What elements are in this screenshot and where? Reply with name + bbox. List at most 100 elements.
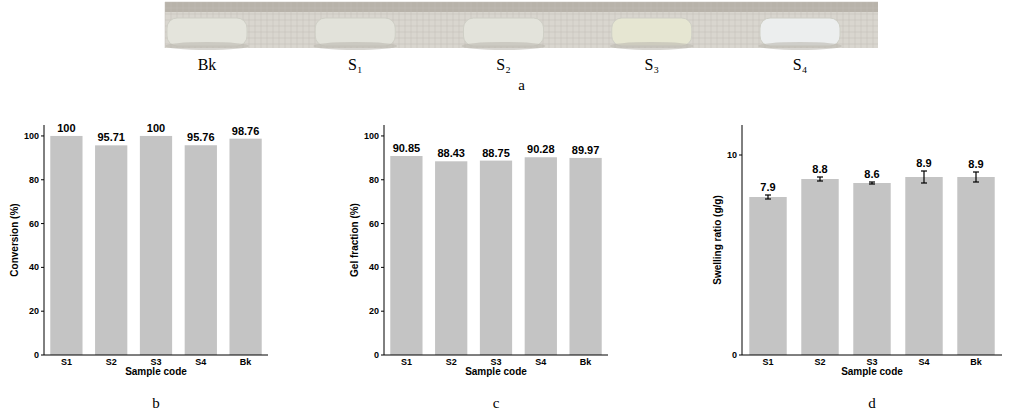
data-label: 88.43	[437, 147, 465, 159]
bar-chart: 7.98.88.68.98.9010S1S2S3S4BkSample codeS…	[712, 125, 1002, 411]
photo-grid	[165, 2, 878, 3]
photo-grid	[561, 2, 562, 48]
y-tick	[41, 135, 44, 136]
sample-label: Bk	[198, 56, 217, 73]
photo-grid	[405, 2, 406, 48]
x-tick-label: S1	[762, 357, 773, 367]
bar	[569, 158, 601, 355]
x-axis-title: Sample code	[125, 366, 187, 377]
bar	[229, 139, 261, 355]
photo-grid	[573, 2, 574, 48]
photo-grid	[693, 2, 694, 48]
photo-grid	[285, 2, 286, 48]
x-axis	[44, 355, 268, 356]
photo-grid	[741, 2, 742, 48]
sample-shadow	[313, 42, 397, 50]
error-bar-cap	[765, 194, 771, 195]
x-tick-label: Bk	[240, 357, 252, 367]
y-tick	[739, 155, 742, 156]
bar	[957, 177, 994, 355]
bar	[390, 156, 422, 355]
error-bar-line	[975, 172, 976, 182]
y-tick-label: 20	[29, 306, 39, 316]
photo-grid	[249, 2, 250, 48]
photo-grid	[759, 2, 760, 48]
y-axis-title: Conversion (%)	[9, 203, 20, 276]
photo-grid	[291, 2, 292, 48]
marks	[390, 156, 601, 355]
data-label: 8.9	[916, 157, 931, 169]
photo-grid	[309, 2, 310, 48]
bar	[801, 179, 838, 355]
bar	[95, 145, 127, 355]
photo-grid	[279, 2, 280, 48]
sample-label: S₁	[348, 56, 362, 73]
sample-shadow	[462, 42, 546, 50]
x-axis-title: Sample code	[841, 366, 903, 377]
panel-label: d	[868, 395, 876, 411]
data-label: 90.28	[527, 143, 555, 155]
sample-label: S₄	[793, 56, 808, 73]
y-tick	[41, 179, 44, 180]
sample-label: S₃	[645, 56, 659, 73]
photo-grid	[567, 2, 568, 48]
marks	[749, 171, 994, 355]
photo-grid	[711, 2, 712, 48]
y-tick-label: 80	[29, 175, 39, 185]
error-bar	[869, 182, 875, 184]
bar	[435, 161, 467, 355]
photo-grid	[855, 2, 856, 48]
photo-grid	[705, 2, 706, 48]
sample-shadow	[758, 42, 842, 50]
y-tick	[41, 223, 44, 224]
photo-grid	[729, 2, 730, 48]
panel-label: a	[518, 77, 525, 93]
x-tick-label: S4	[918, 357, 929, 367]
photo-grid	[423, 2, 424, 48]
photo-grid	[699, 2, 700, 48]
photo-grid	[861, 2, 862, 48]
error-bar-cap	[869, 183, 875, 184]
data-label: 100	[147, 122, 165, 134]
error-bar-cap	[973, 181, 979, 182]
y-axis-title: Swelling ratio (g/g)	[712, 195, 723, 284]
photo-background	[165, 2, 878, 48]
x-tick-label: S1	[401, 357, 412, 367]
y-axis-title: Gel fraction (%)	[349, 203, 360, 277]
figure: BkS₁S₂S₃S₄a10095.7110095.7698.7602040608…	[0, 0, 1033, 419]
photo-grid	[399, 2, 400, 48]
error-bar	[817, 177, 823, 181]
data-label: 7.9	[760, 181, 775, 193]
bar	[905, 177, 942, 355]
photo-grid	[549, 2, 550, 48]
data-label: 95.76	[187, 131, 215, 143]
data-label: 95.71	[97, 131, 125, 143]
data-label: 100	[57, 122, 75, 134]
y-tick	[41, 311, 44, 312]
error-bar	[921, 171, 927, 183]
data-label: 90.85	[393, 142, 421, 154]
y-tick	[381, 179, 384, 180]
photo-grid	[273, 2, 274, 48]
y-tick-label: 100	[24, 131, 39, 141]
panel-label: c	[493, 395, 500, 411]
y-tick-label: 60	[369, 219, 379, 229]
panel-label: b	[152, 395, 160, 411]
marks	[50, 136, 261, 355]
photo	[165, 2, 878, 50]
photo-grid	[303, 2, 304, 48]
photo-grid	[165, 2, 166, 48]
bar	[140, 136, 172, 355]
photo-grid	[579, 2, 580, 48]
data-label: 88.75	[482, 147, 510, 159]
photo-grid	[429, 2, 430, 48]
data-label: 8.8	[812, 163, 827, 175]
photo-grid	[597, 2, 598, 48]
photo-grid	[459, 2, 460, 48]
y-tick	[739, 355, 742, 356]
bar	[525, 157, 557, 355]
photo-grid	[417, 2, 418, 48]
photo-grid	[747, 2, 748, 48]
photo-grid	[735, 2, 736, 48]
x-tick-label: Bk	[970, 357, 982, 367]
